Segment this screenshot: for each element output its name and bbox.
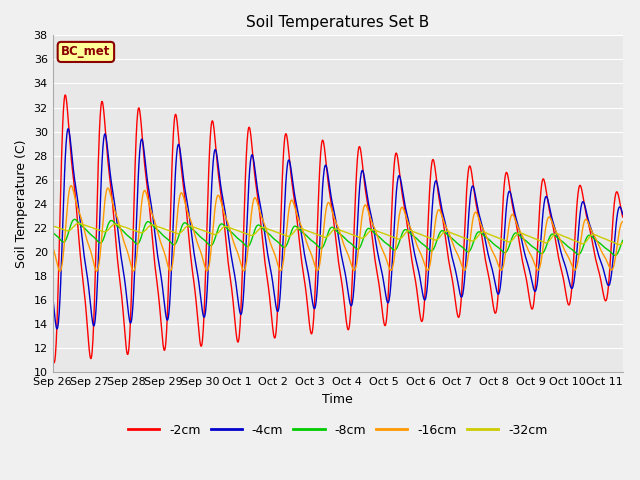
-16cm <box>481 229 488 235</box>
X-axis label: Time: Time <box>323 393 353 406</box>
-16cm <box>67 183 75 189</box>
-2cm <box>544 199 552 205</box>
-4cm <box>544 197 552 203</box>
-4cm <box>152 239 159 244</box>
Legend: -2cm, -4cm, -8cm, -16cm, -32cm: -2cm, -4cm, -8cm, -16cm, -32cm <box>123 419 552 442</box>
-16cm <box>163 257 170 263</box>
-4cm <box>163 316 170 322</box>
-8cm <box>152 225 159 231</box>
Line: -32cm: -32cm <box>52 223 623 245</box>
-4cm <box>214 159 221 165</box>
-4cm <box>64 126 72 132</box>
-8cm <box>163 235 170 241</box>
-2cm <box>214 167 221 173</box>
-2cm <box>266 294 273 300</box>
Line: -8cm: -8cm <box>52 219 623 255</box>
-8cm <box>543 240 551 245</box>
Y-axis label: Soil Temperature (C): Soil Temperature (C) <box>15 140 28 268</box>
-32cm <box>543 240 551 245</box>
-2cm <box>481 252 488 258</box>
-16cm <box>266 238 273 244</box>
-4cm <box>53 326 61 332</box>
-8cm <box>214 228 221 233</box>
-2cm <box>51 360 58 366</box>
Line: -4cm: -4cm <box>52 129 623 329</box>
-2cm <box>619 214 627 220</box>
-8cm <box>619 238 627 243</box>
-2cm <box>152 270 159 276</box>
-8cm <box>49 229 56 235</box>
-4cm <box>266 262 273 267</box>
-32cm <box>163 227 170 232</box>
-32cm <box>615 242 623 248</box>
-8cm <box>266 231 273 237</box>
-16cm <box>544 216 552 221</box>
-32cm <box>49 223 56 229</box>
-2cm <box>163 330 170 336</box>
-16cm <box>49 244 56 250</box>
Title: Soil Temperatures Set B: Soil Temperatures Set B <box>246 15 429 30</box>
-4cm <box>619 211 627 217</box>
-2cm <box>61 92 69 98</box>
-16cm <box>152 222 159 228</box>
-32cm <box>619 240 627 246</box>
-16cm <box>214 192 221 198</box>
-32cm <box>214 230 221 236</box>
-4cm <box>49 293 56 299</box>
-32cm <box>481 229 488 235</box>
-32cm <box>75 220 83 226</box>
-16cm <box>619 219 627 225</box>
-8cm <box>611 252 619 258</box>
-4cm <box>481 234 488 240</box>
Line: -2cm: -2cm <box>52 95 623 363</box>
-16cm <box>56 268 64 274</box>
Line: -16cm: -16cm <box>52 186 623 271</box>
-2cm <box>49 353 56 359</box>
-8cm <box>481 233 488 239</box>
-32cm <box>266 227 273 232</box>
-32cm <box>152 223 159 228</box>
-8cm <box>70 216 78 222</box>
Text: BC_met: BC_met <box>61 46 111 59</box>
